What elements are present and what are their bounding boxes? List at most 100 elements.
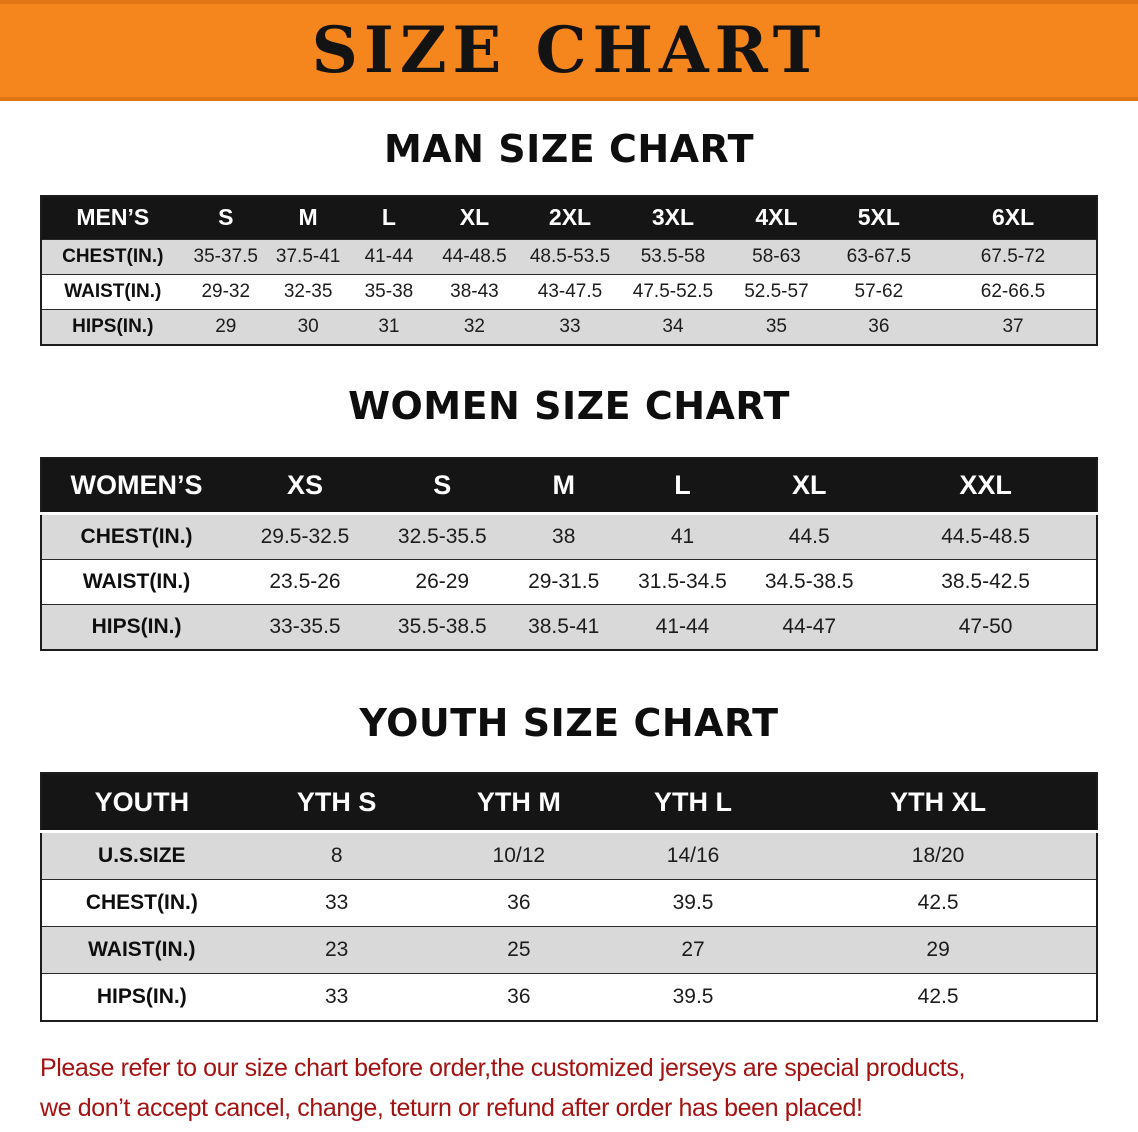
size-cell: 36 — [507, 891, 531, 915]
table-row: HIPS(IN.) 29 30 31 32 33 34 35 36 37 — [41, 309, 1097, 345]
men-size-table: MEN’S S M L XL 2XL 3XL 4XL 5XL 6XL CHEST… — [40, 194, 1098, 346]
youth-section-heading: YOUTH SIZE CHART — [359, 700, 779, 745]
size-cell: 39.5 — [672, 985, 714, 1009]
row-label: CHEST(IN.) — [85, 891, 198, 915]
size-cell: 25 — [507, 938, 531, 962]
size-cell: 44-47 — [782, 614, 837, 638]
row-label: HIPS(IN.) — [72, 315, 154, 337]
size-cell: 47-50 — [958, 614, 1013, 638]
size-header-cell: 6XL — [930, 195, 1097, 240]
size-cell: 32.5-35.5 — [397, 524, 487, 548]
size-header-cell: 5XL — [827, 195, 931, 240]
size-cell: 31.5-34.5 — [638, 569, 727, 593]
size-header-cell: M — [268, 195, 349, 240]
men-section-heading: MAN SIZE CHART — [383, 127, 755, 171]
size-cell: 42.5 — [917, 985, 959, 1009]
table-row: HIPS(IN.) 33-35.5 35.5-38.5 38.5-41 41-4… — [41, 604, 1097, 650]
size-cell: 35.5-38.5 — [397, 614, 487, 638]
size-cell: 38-43 — [450, 280, 499, 302]
size-cell: 37 — [1002, 315, 1024, 337]
size-cell: 35-38 — [364, 280, 414, 302]
women-header-row: WOMEN’S XS S M L XL XXL — [41, 457, 1097, 515]
size-cell: 26-29 — [415, 569, 470, 593]
size-cell: 38.5-42.5 — [941, 569, 1030, 593]
size-cell: 52.5-57 — [744, 280, 809, 302]
size-cell: 32 — [463, 315, 485, 337]
table-row: CHEST(IN.) 29.5-32.5 32.5-35.5 38 41 44.… — [41, 513, 1097, 560]
row-label: CHEST(IN.) — [80, 524, 193, 548]
size-cell: 33-35.5 — [269, 614, 341, 638]
row-label: WAIST(IN.) — [64, 280, 162, 302]
youth-header-row: YOUTH YTH S YTH M YTH L YTH XL — [41, 773, 1097, 834]
size-cell: 38.5-41 — [528, 614, 600, 638]
row-label: CHEST(IN.) — [62, 245, 164, 267]
size-cell: 29 — [926, 938, 950, 962]
size-header-cell: 2XL — [519, 195, 621, 240]
size-header-cell: L — [348, 195, 430, 240]
size-cell: 58-63 — [752, 245, 801, 267]
size-cell: 30 — [297, 315, 319, 337]
size-cell: 34 — [662, 315, 684, 337]
table-row: WAIST(IN.) 29-32 32-35 35-38 38-43 43-47… — [41, 274, 1097, 310]
size-cell: 33 — [324, 985, 349, 1009]
size-cell: 23.5-26 — [269, 569, 341, 593]
size-cell: 47.5-52.5 — [632, 280, 714, 302]
size-cell: 18/20 — [911, 844, 965, 868]
table-row: U.S.SIZE 8 10/12 14/16 18/20 — [41, 831, 1097, 880]
size-cell: 44-48.5 — [442, 245, 507, 267]
size-header-cell: YTH XL — [780, 773, 1097, 834]
size-cell: 44.5-48.5 — [941, 524, 1030, 548]
size-cell: 44.5 — [788, 524, 830, 548]
women-header-label: WOMEN’S — [41, 457, 232, 515]
women-section-heading: WOMEN SIZE CHART — [348, 383, 790, 428]
disclaimer-line-2: we don’t accept cancel, change, teturn o… — [40, 1094, 863, 1123]
size-cell: 41-44 — [655, 614, 710, 638]
size-header-cell: XL — [743, 457, 876, 515]
size-cell: 14/16 — [666, 844, 720, 868]
size-header-cell: 3XL — [620, 195, 726, 240]
size-cell: 29.5-32.5 — [260, 524, 350, 548]
banner: SIZE CHART — [0, 0, 1138, 101]
size-cell: 41 — [670, 524, 695, 548]
size-cell: 48.5-53.5 — [529, 245, 611, 267]
size-header-cell: S — [183, 195, 269, 240]
table-row: CHEST(IN.) 33 36 39.5 42.5 — [41, 879, 1097, 927]
size-cell: 36 — [507, 985, 531, 1009]
size-cell: 63-67.5 — [846, 245, 912, 267]
size-header-cell: YTH M — [431, 773, 606, 834]
size-cell: 32-35 — [283, 280, 333, 302]
table-row: WAIST(IN.) 23 25 27 29 — [41, 926, 1097, 974]
size-cell: 57-62 — [854, 280, 904, 302]
size-header-cell: S — [378, 457, 506, 515]
size-cell: 27 — [681, 938, 705, 962]
size-cell: 33 — [559, 315, 581, 337]
table-row: HIPS(IN.) 33 36 39.5 42.5 — [41, 973, 1097, 1022]
youth-size-table: YOUTH YTH S YTH M YTH L YTH XL U.S.SIZE … — [40, 772, 1098, 1023]
size-cell: 42.5 — [917, 891, 959, 915]
row-label: U.S.SIZE — [98, 844, 186, 868]
size-cell: 62-66.5 — [980, 280, 1046, 302]
size-cell: 37.5-41 — [275, 245, 341, 267]
size-cell: 67.5-72 — [980, 245, 1046, 267]
size-header-cell: YTH L — [605, 773, 781, 834]
size-cell: 8 — [330, 844, 343, 868]
men-header-label: MEN’S — [41, 195, 184, 240]
table-row: WAIST(IN.) 23.5-26 26-29 29-31.5 31.5-34… — [41, 559, 1097, 605]
size-header-cell: 4XL — [725, 195, 828, 240]
size-cell: 34.5-38.5 — [764, 569, 854, 593]
size-header-cell: XL — [429, 195, 520, 240]
size-cell: 33 — [324, 891, 349, 915]
table-row: CHEST(IN.) 35-37.5 37.5-41 41-44 44-48.5… — [41, 239, 1097, 275]
size-header-cell: XS — [231, 457, 379, 515]
size-cell: 39.5 — [672, 891, 714, 915]
disclaimer: Please refer to our size chart before or… — [40, 1048, 1098, 1128]
size-cell: 35 — [765, 315, 787, 337]
size-cell: 29-31.5 — [528, 569, 600, 593]
size-header-cell: XXL — [875, 457, 1097, 515]
women-size-table: WOMEN’S XS S M L XL XXL CHEST(IN.) 29.5-… — [40, 456, 1098, 651]
size-header-cell: YTH S — [241, 773, 432, 834]
size-cell: 43-47.5 — [537, 280, 603, 302]
size-header-cell: L — [621, 457, 744, 515]
page-title: SIZE CHART — [311, 12, 827, 88]
size-cell: 10/12 — [492, 844, 546, 868]
